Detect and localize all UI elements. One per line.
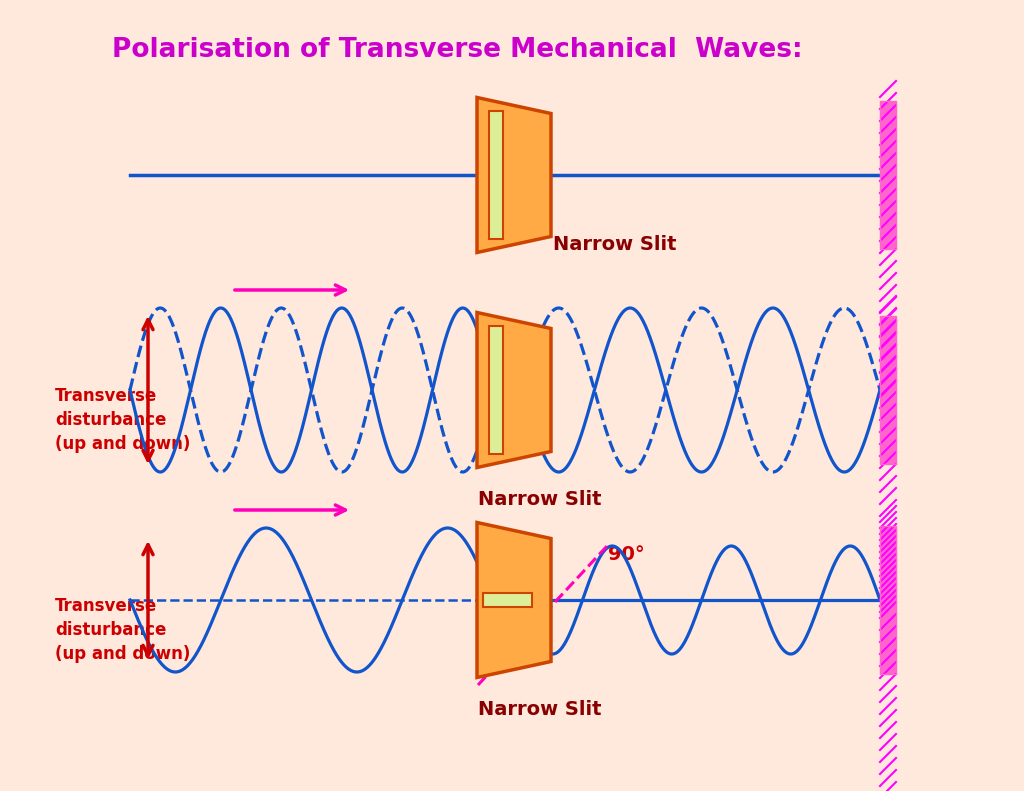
Text: Transverse
disturbance
(up and down): Transverse disturbance (up and down) [55, 388, 190, 452]
Bar [880, 316, 896, 464]
Polygon shape [489, 112, 503, 239]
Bar [880, 101, 896, 249]
Text: Polarisation of Transverse Mechanical  Waves:: Polarisation of Transverse Mechanical Wa… [112, 37, 803, 63]
Bar [880, 526, 896, 674]
Polygon shape [477, 97, 551, 252]
Bar [880, 526, 896, 674]
Bar [880, 101, 896, 249]
Bar [880, 316, 896, 464]
Text: Transverse
disturbance
(up and down): Transverse disturbance (up and down) [55, 597, 190, 663]
Polygon shape [483, 593, 532, 607]
Text: 90°: 90° [608, 545, 645, 564]
Polygon shape [477, 312, 551, 467]
Text: Narrow Slit: Narrow Slit [478, 700, 601, 719]
Polygon shape [477, 523, 551, 678]
Text: Narrow Slit: Narrow Slit [478, 490, 601, 509]
Text: Narrow Slit: Narrow Slit [553, 235, 677, 254]
Polygon shape [489, 327, 503, 453]
